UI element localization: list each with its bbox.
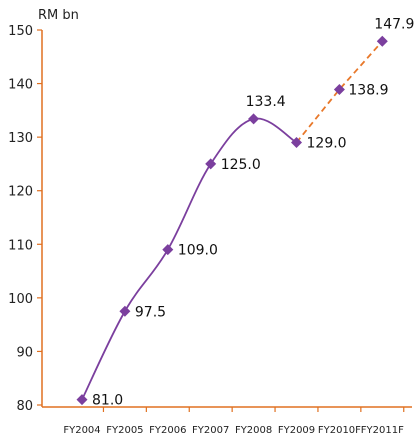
data-markers <box>76 35 388 406</box>
data-point-marker <box>162 244 174 256</box>
y-axis-unit-label: RM bn <box>38 8 79 23</box>
x-tick-label: FY2004 <box>63 425 100 436</box>
x-tick-label: FY2011F <box>361 425 404 436</box>
y-tick-label: 130 <box>8 131 33 146</box>
x-tick-label: FY2009 <box>278 425 315 436</box>
data-point-marker <box>291 137 302 148</box>
y-tick-label: 90 <box>16 345 33 360</box>
y-tick-label: 120 <box>8 185 33 200</box>
data-label: 133.4 <box>246 94 286 110</box>
x-tick-label: FY2010F <box>318 425 361 436</box>
y-ticks: 80 90 100 110 120 130 140 150 <box>8 24 42 414</box>
x-tick-label: FY2008 <box>235 425 272 436</box>
y-tick-label: 100 <box>8 292 33 307</box>
data-label: 81.0 <box>92 393 123 409</box>
data-point-marker <box>333 83 345 95</box>
actual-series-line <box>81 117 297 401</box>
data-label: 129.0 <box>307 136 347 152</box>
data-point-marker <box>119 305 131 317</box>
data-point-marker <box>248 113 260 125</box>
forecast-series-line <box>295 40 383 144</box>
data-point-marker <box>205 158 217 170</box>
data-label: 97.5 <box>135 304 166 320</box>
y-tick-label: 80 <box>16 399 33 414</box>
data-label: 147.9 <box>374 16 414 32</box>
y-tick-label: 110 <box>8 238 33 253</box>
data-label: 138.9 <box>348 82 388 98</box>
x-tick-label: FY2006 <box>149 425 186 436</box>
data-point-marker <box>76 394 88 406</box>
x-tick-label: FY2007 <box>192 425 229 436</box>
y-tick-label: 140 <box>8 78 33 93</box>
data-label: 109.0 <box>178 243 218 259</box>
x-ticks: FY2004 FY2005 FY2006 FY2007 FY2008 FY2009 FY20… <box>63 407 405 436</box>
data-label: 125.0 <box>221 157 261 173</box>
x-tick-label: FY2005 <box>106 425 143 436</box>
data-labels: 81.0 97.5 109.0 125.0 133.4 129.0 138.9 147.9 <box>92 16 414 408</box>
data-point-marker <box>376 35 388 47</box>
y-tick-label: 150 <box>8 24 33 39</box>
